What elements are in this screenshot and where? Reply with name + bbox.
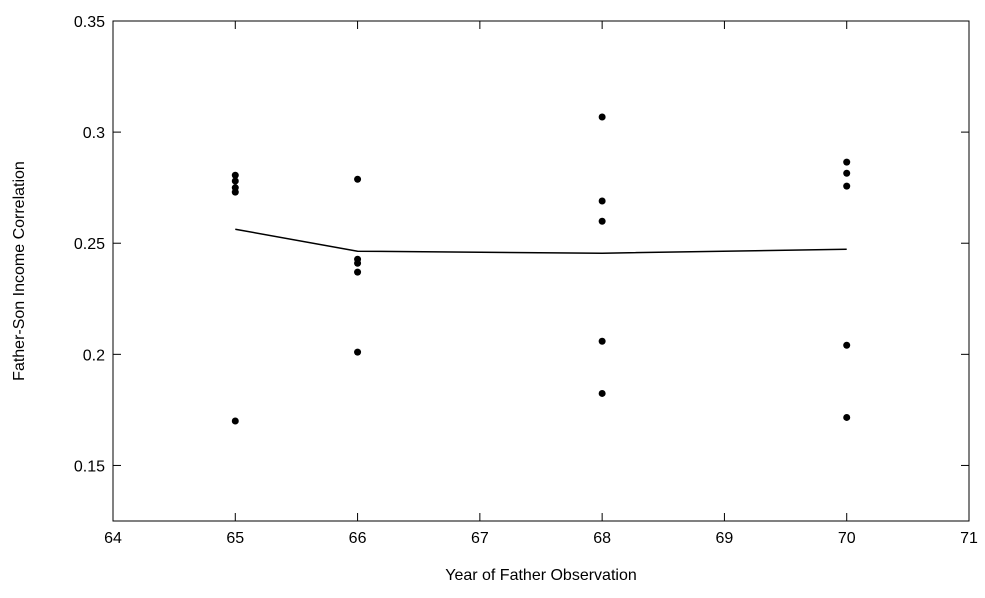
- x-tick-label: 69: [716, 530, 734, 547]
- data-point: [598, 217, 606, 225]
- data-point: [231, 188, 239, 196]
- data-point: [843, 413, 851, 421]
- trend-line: [235, 228, 847, 254]
- x-tick-label: 70: [838, 530, 856, 547]
- data-point: [354, 175, 362, 183]
- x-tick-label: 71: [960, 530, 978, 547]
- data-point: [354, 259, 362, 267]
- y-tick-label: 0.25: [74, 236, 105, 253]
- data-point: [598, 389, 606, 397]
- x-tick-label: 64: [104, 530, 122, 547]
- data-point: [598, 197, 606, 205]
- x-tick-label: 66: [349, 530, 367, 547]
- data-point: [354, 348, 362, 356]
- plot-frame: [112, 20, 970, 522]
- data-point: [598, 337, 606, 345]
- x-tick-label: 67: [471, 530, 489, 547]
- data-point: [231, 171, 239, 179]
- y-axis-label: Father-Son Income Correlation: [11, 161, 28, 381]
- data-point: [843, 158, 851, 166]
- y-tick-label: 0.2: [83, 347, 105, 364]
- x-tick-label: 65: [226, 530, 244, 547]
- data-point: [354, 268, 362, 276]
- y-tick-label: 0.35: [74, 14, 105, 31]
- data-point: [598, 113, 606, 121]
- data-point: [843, 169, 851, 177]
- x-tick-label: 68: [593, 530, 611, 547]
- data-point: [231, 177, 239, 185]
- y-tick-label: 0.15: [74, 458, 105, 475]
- data-point: [843, 182, 851, 190]
- data-point: [231, 417, 239, 425]
- y-tick-label: 0.3: [83, 125, 105, 142]
- x-axis-label: Year of Father Observation: [445, 567, 637, 584]
- data-point: [843, 341, 851, 349]
